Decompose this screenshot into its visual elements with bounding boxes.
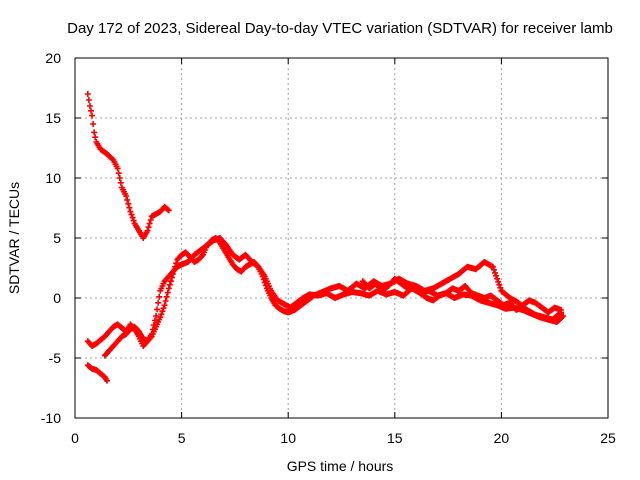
grid [75, 58, 608, 418]
data-point [158, 311, 165, 318]
y-tick-label: -10 [41, 410, 61, 426]
data-point [164, 289, 171, 296]
data-point [115, 170, 122, 177]
data-point [161, 302, 168, 309]
data-point [151, 317, 158, 324]
data-point [260, 276, 267, 283]
data-point [496, 281, 503, 288]
data-point [155, 299, 162, 306]
data-point [160, 305, 167, 312]
data-point [559, 314, 566, 320]
y-tick-label: 15 [45, 110, 61, 126]
data-point [90, 121, 97, 127]
data-point [89, 112, 96, 119]
data-point [492, 269, 499, 276]
data-point [86, 103, 93, 109]
series-satellite-e [359, 275, 565, 316]
data-point [126, 204, 133, 211]
data-point [125, 200, 132, 207]
data-point [489, 263, 496, 270]
data-point [259, 273, 266, 280]
data-point [173, 260, 180, 267]
data-point [157, 314, 164, 321]
data-point [84, 91, 91, 97]
data-point [164, 206, 171, 213]
data-point [162, 298, 169, 304]
data-point [154, 306, 161, 313]
data-point [116, 175, 123, 181]
data-point [261, 279, 268, 286]
data-point [153, 313, 160, 319]
data-point [156, 293, 163, 300]
data-point [103, 377, 110, 384]
data-point [558, 307, 565, 313]
axis-ticks: 0 5 10 15 20 25 -10 -5 0 5 10 15 20 [41, 50, 616, 446]
data-point [145, 224, 152, 231]
x-tick-label: 0 [71, 430, 79, 446]
data-point [166, 281, 173, 288]
data-point [171, 267, 178, 274]
data-point [144, 227, 151, 234]
x-tick-label: 5 [178, 430, 186, 446]
data-point [169, 274, 176, 281]
data-point [172, 263, 179, 270]
data-point [130, 217, 137, 224]
data-point [167, 278, 174, 285]
data-point [165, 285, 172, 292]
data-point [497, 284, 504, 291]
y-tick-label: 20 [45, 50, 61, 66]
data-point [147, 217, 154, 223]
data-point [262, 282, 269, 289]
data-point [165, 207, 172, 214]
data-point [170, 271, 177, 277]
data-point [85, 97, 92, 103]
series-satellite-b [84, 362, 110, 384]
y-axis-label: SDTVAR / TECUs [6, 182, 22, 294]
data-point [114, 165, 121, 172]
x-axis-label: GPS time / hours [287, 458, 394, 474]
data-point [254, 262, 261, 269]
data-point [92, 134, 99, 141]
data-point [87, 107, 94, 114]
y-tick-label: -5 [49, 350, 62, 366]
x-tick-label: 25 [600, 430, 616, 446]
series-satellite-a [84, 91, 172, 241]
y-tick-label: 5 [53, 230, 61, 246]
y-tick-label: 0 [53, 290, 61, 306]
data-point [129, 214, 136, 221]
data-point [493, 272, 500, 279]
data-point [109, 156, 116, 162]
data-point [123, 193, 130, 199]
x-tick-label: 10 [280, 430, 296, 446]
data-point [159, 308, 166, 315]
data-point [560, 313, 567, 319]
chart-title: Day 172 of 2023, Sidereal Day-to-day VTE… [67, 20, 613, 37]
data-point [146, 220, 153, 227]
data-point [163, 293, 170, 300]
data-point [117, 179, 124, 186]
data-point [494, 275, 501, 282]
x-tick-label: 15 [387, 430, 403, 446]
data-point [124, 196, 131, 203]
data-point [127, 208, 134, 215]
data-marks [84, 91, 567, 384]
x-tick-label: 20 [494, 430, 510, 446]
y-tick-label: 10 [45, 170, 61, 186]
data-point [91, 129, 98, 136]
data-point [490, 266, 497, 273]
data-point [128, 211, 135, 218]
data-point [495, 278, 502, 285]
